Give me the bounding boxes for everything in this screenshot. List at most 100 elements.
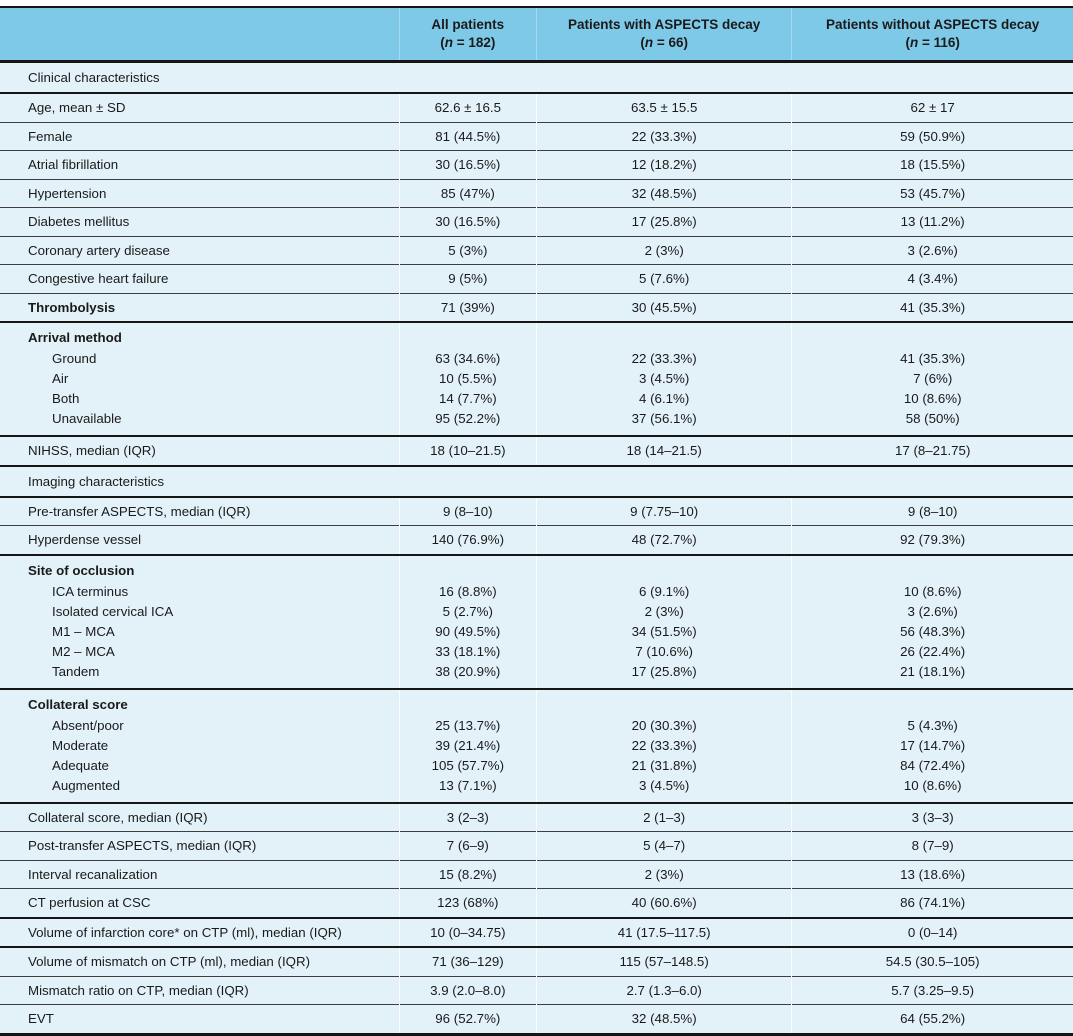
group-value-cell: 6 (9.1%) 2 (3%) 34 (51.5%) 7 (10.6%) 17 (25.… <box>535 553 792 689</box>
group-value-cell: 63 (34.6%) 10 (5.5%) 14 (7.7%) 95 (52.2%) <box>398 321 537 436</box>
table-row: Interval recanalization 15 (8.2%) 2 (3%) 13… <box>0 859 1073 889</box>
group-item-value: 25 (13.7%) <box>435 717 501 733</box>
row-label: Female <box>0 121 400 151</box>
row-label: Volume of infarction core* on CTP (ml), … <box>0 916 400 947</box>
row-value: 9 (7.75–10) <box>535 495 792 526</box>
group-item-value: 3 (4.5%) <box>639 371 690 386</box>
group-item-value: 10 (8.6%) <box>903 391 962 406</box>
column-title: Patients without ASPECTS decay <box>826 17 1040 32</box>
row-value: 13 (11.2%) <box>791 207 1073 236</box>
row-value: 71 (36–129) <box>398 946 537 976</box>
row-label: Thrombolysis <box>0 292 400 322</box>
group-item-value: 56 (48.3%) <box>900 623 966 639</box>
group-item-value: 14 (7.7%) <box>438 391 497 406</box>
row-value: 17 (25.8%) <box>535 207 792 236</box>
row-value: 32 (48.5%) <box>535 1004 792 1034</box>
header-cell-with-decay: Patients with ASPECTS decay (n = 66) <box>535 7 792 63</box>
row-value: 5 (7.6%) <box>535 264 792 293</box>
row-value: 22 (33.3%) <box>535 121 792 151</box>
row-label: Pre-transfer ASPECTS, median (IQR) <box>0 495 400 526</box>
group-value-cell: 5 (4.3%) 17 (14.7%) 84 (72.4%) 10 (8.6%) <box>791 687 1073 803</box>
row-value: 0 (0–14) <box>791 916 1073 947</box>
group-value-spacer <box>800 327 1065 349</box>
section-label: Clinical characteristics <box>0 61 1073 93</box>
group-value-spacer <box>800 694 1065 716</box>
table-row: NIHSS, median (IQR) 18 (10–21.5) 18 (14–21… <box>0 435 1073 466</box>
row-value: 9 (8–10) <box>791 495 1073 526</box>
group-item-label: M1 – MCA <box>52 623 115 639</box>
group-item-label: Both <box>52 391 80 406</box>
row-label: Post-transfer ASPECTS, median (IQR) <box>0 831 400 860</box>
row-value: 3.9 (2.0–8.0) <box>398 975 537 1005</box>
row-label: CT perfusion at CSC <box>0 888 400 918</box>
row-value: 7 (6–9) <box>398 831 537 860</box>
group-item-value: 2 (3%) <box>644 603 684 619</box>
row-label: Atrial fibrillation <box>0 150 400 179</box>
row-value: 96 (52.7%) <box>398 1004 537 1034</box>
group-item-value: 41 (35.3%) <box>900 351 966 366</box>
row-value: 54.5 (30.5–105) <box>791 946 1073 976</box>
group-item-value: 5 (2.7%) <box>442 603 493 619</box>
group-value-spacer <box>408 694 528 716</box>
row-value: 10 (0–34.75) <box>398 916 537 947</box>
row-value: 13 (18.6%) <box>791 859 1073 889</box>
table-row: Volume of infarction core* on CTP (ml), … <box>0 916 1073 947</box>
row-value: 2 (1–3) <box>535 801 792 832</box>
group-item-value: 10 (5.5%) <box>438 371 497 386</box>
table-row: Pre-transfer ASPECTS, median (IQR) 9 (8–1… <box>0 495 1073 526</box>
row-value: 18 (15.5%) <box>791 150 1073 179</box>
group-item-value: 5 (4.3%) <box>907 717 958 733</box>
row-value: 5 (4–7) <box>535 831 792 860</box>
group-value-spacer <box>800 560 1065 582</box>
group-row: Arrival method Ground Air Both Unavailable 63… <box>0 321 1073 436</box>
group-item-value: 95 (52.2%) <box>435 411 501 426</box>
group-label: Collateral score <box>28 696 128 712</box>
group-value-cell: 20 (30.3%) 22 (33.3%) 21 (31.8%) 3 (4.5%) <box>535 687 792 803</box>
group-item-value: 7 (6%) <box>913 371 953 386</box>
row-value: 15 (8.2%) <box>398 859 537 889</box>
group-item-value: 22 (33.3%) <box>631 351 697 366</box>
row-value: 85 (47%) <box>398 178 537 208</box>
group-label: Arrival method <box>28 330 122 345</box>
table-row: Atrial fibrillation 30 (16.5%) 12 (18.2%) 1… <box>0 150 1073 179</box>
group-item-value: 21 (18.1%) <box>900 663 966 679</box>
row-label: Collateral score, median (IQR) <box>0 801 400 832</box>
row-value: 2.7 (1.3–6.0) <box>535 975 792 1005</box>
group-item-label: Tandem <box>52 663 100 679</box>
table-row: EVT 96 (52.7%) 32 (48.5%) 64 (55.2%) <box>0 1004 1073 1034</box>
table-row: Collateral score, median (IQR) 3 (2–3) 2 (… <box>0 801 1073 832</box>
row-value: 5 (3%) <box>398 235 537 265</box>
group-item-value: 39 (21.4%) <box>435 737 501 753</box>
row-value: 9 (8–10) <box>398 495 537 526</box>
row-label: Interval recanalization <box>0 859 400 889</box>
table-row: Diabetes mellitus 30 (16.5%) 17 (25.8%) 13 … <box>0 207 1073 236</box>
column-n-count: (n = 182) <box>440 35 496 50</box>
group-item-label: Augmented <box>52 777 121 793</box>
row-value: 2 (3%) <box>535 859 792 889</box>
group-item-label: Moderate <box>52 737 109 753</box>
row-value: 115 (57–148.5) <box>535 946 792 976</box>
group-item-value: 10 (8.6%) <box>903 583 962 599</box>
row-value: 17 (8–21.75) <box>791 435 1073 466</box>
row-label: Mismatch ratio on CTP, median (IQR) <box>0 975 400 1005</box>
row-value: 86 (74.1%) <box>791 888 1073 918</box>
group-item-value: 105 (57.7%) <box>431 757 505 773</box>
group-item-value: 3 (4.5%) <box>639 777 690 793</box>
group-row: Collateral score Absent/poor Moderate Adequ… <box>0 687 1073 803</box>
group-item-value: 4 (6.1%) <box>639 391 690 406</box>
header-row: All patients (n = 182) Patients with ASP… <box>0 7 1073 63</box>
group-value-spacer <box>545 694 783 716</box>
group-item-label: Air <box>52 371 69 386</box>
row-value: 5.7 (3.25–9.5) <box>791 975 1073 1005</box>
row-label: Coronary artery disease <box>0 235 400 265</box>
row-value: 81 (44.5%) <box>398 121 537 151</box>
column-n-count: (n = 116) <box>905 35 960 50</box>
group-item-value: 10 (8.6%) <box>903 777 962 793</box>
group-value-spacer <box>408 327 528 349</box>
group-label-cell: Site of occlusion ICA terminus Isolated ce… <box>0 553 400 689</box>
group-item-value: 38 (20.9%) <box>435 663 501 679</box>
section-label: Imaging characteristics <box>0 464 1073 497</box>
row-label: Age, mean ± SD <box>0 92 400 122</box>
group-value-spacer <box>545 327 783 349</box>
